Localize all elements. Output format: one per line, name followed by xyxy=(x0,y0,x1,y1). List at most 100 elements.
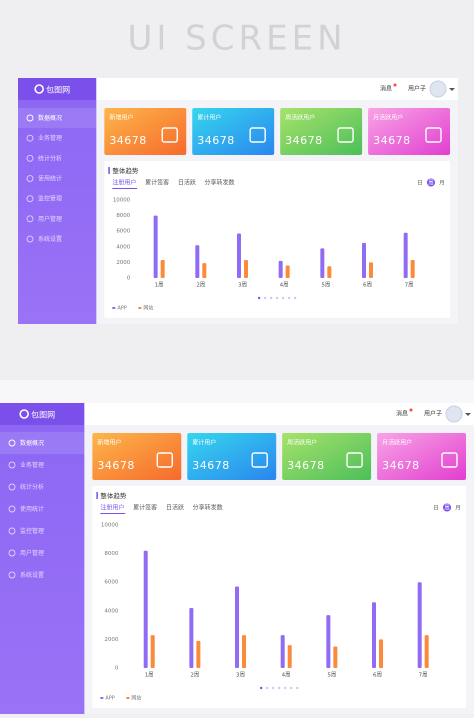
y-tick-label: 2000 xyxy=(116,260,130,266)
avatar xyxy=(429,80,447,98)
card-value: 34678 xyxy=(197,134,235,147)
pager-dot[interactable] xyxy=(275,296,279,300)
tab[interactable]: 日活跃 xyxy=(166,504,184,512)
nav-item[interactable]: 数据概况 xyxy=(38,114,62,122)
nav-icon xyxy=(8,461,16,469)
period[interactable]: 周 xyxy=(428,180,434,187)
period[interactable]: 月 xyxy=(455,505,461,512)
stat-card[interactable] xyxy=(192,108,275,155)
y-tick-label: 4000 xyxy=(116,244,130,250)
period[interactable]: 周 xyxy=(444,505,450,512)
user-name[interactable]: 用户子 xyxy=(408,85,426,93)
period[interactable]: 月 xyxy=(439,180,445,187)
logo-area xyxy=(0,403,85,425)
pager-dot[interactable] xyxy=(283,686,287,690)
period[interactable]: 日 xyxy=(417,180,423,187)
logo: 包图网 xyxy=(46,85,70,95)
bar xyxy=(285,265,290,278)
card-icon xyxy=(346,452,363,468)
page-title: UI SCREEN xyxy=(127,19,346,59)
card-value: 34678 xyxy=(287,459,325,472)
pager-dot[interactable] xyxy=(295,686,299,690)
bar xyxy=(278,260,283,278)
pager-dot[interactable] xyxy=(263,296,267,300)
stat-card[interactable] xyxy=(104,108,187,155)
logo-icon xyxy=(19,409,29,419)
card-label: 累计用户 xyxy=(192,439,216,447)
bar xyxy=(280,635,285,668)
bar xyxy=(372,602,377,668)
nav-item[interactable]: 统计分析 xyxy=(38,154,62,162)
bar xyxy=(160,260,165,278)
pager-dot[interactable] xyxy=(271,686,275,690)
stat-card[interactable] xyxy=(282,433,372,480)
card-label: 月活跃用户 xyxy=(373,114,403,122)
x-tick-label: 2周 xyxy=(190,672,199,679)
bar xyxy=(379,639,384,668)
pager-dot[interactable] xyxy=(281,296,285,300)
y-tick-label: 0 xyxy=(127,276,131,282)
nav-item[interactable]: 业务管理 xyxy=(20,461,44,469)
x-tick-label: 1周 xyxy=(145,672,154,679)
nav-icon xyxy=(26,134,34,142)
pager-dot[interactable] xyxy=(293,296,297,300)
nav-icon xyxy=(26,154,34,162)
tab[interactable]: 分享转发数 xyxy=(193,504,223,512)
message-dot xyxy=(409,408,413,412)
pager-dot[interactable] xyxy=(265,686,269,690)
message[interactable]: 消息 xyxy=(396,410,408,418)
card-label: 累计用户 xyxy=(197,114,221,122)
stat-card[interactable] xyxy=(368,108,450,155)
x-tick-label: 4周 xyxy=(280,282,289,289)
nav-item[interactable]: 使用统计 xyxy=(20,505,44,513)
nav-item[interactable]: 业务管理 xyxy=(38,134,62,142)
message[interactable]: 消息 xyxy=(380,85,392,93)
avatar xyxy=(445,405,463,423)
pager-dot[interactable] xyxy=(289,686,293,690)
stat-card[interactable] xyxy=(280,108,363,155)
nav-item[interactable]: 监控管理 xyxy=(20,527,44,535)
pager-dot[interactable] xyxy=(259,686,263,690)
y-tick-label: 8000 xyxy=(116,213,130,219)
legend-swatch xyxy=(138,307,142,309)
tab[interactable]: 注册用户 xyxy=(112,179,136,187)
card-value: 34678 xyxy=(192,459,230,472)
bar xyxy=(361,242,366,278)
tab[interactable]: 累计签客 xyxy=(145,179,169,187)
pager-dot[interactable] xyxy=(269,296,273,300)
nav-item[interactable]: 统计分析 xyxy=(20,483,44,491)
tab[interactable]: 日活跃 xyxy=(178,179,196,187)
panel-title: 整体趋势 xyxy=(112,166,139,175)
stat-card[interactable] xyxy=(92,433,182,480)
y-tick-label: 6000 xyxy=(104,580,118,586)
y-tick-label: 4000 xyxy=(104,608,118,614)
legend-label: 网站 xyxy=(143,305,153,312)
nav-item[interactable]: 用户管理 xyxy=(20,549,44,557)
card-value: 34678 xyxy=(373,134,411,147)
y-tick-label: 10000 xyxy=(113,198,131,204)
sidebar xyxy=(18,78,97,324)
tab[interactable]: 累计签客 xyxy=(133,504,157,512)
pager-dot[interactable] xyxy=(277,686,281,690)
nav-item[interactable]: 使用统计 xyxy=(38,175,62,183)
stat-card[interactable] xyxy=(187,433,277,480)
nav-item[interactable]: 数据概况 xyxy=(20,439,44,447)
nav-item[interactable]: 监控管理 xyxy=(38,195,62,203)
stat-card[interactable] xyxy=(377,433,466,480)
x-tick-label: 7周 xyxy=(405,282,414,289)
panel-title: 整体趋势 xyxy=(100,491,127,500)
nav-item[interactable]: 系统设置 xyxy=(38,235,62,243)
nav-item[interactable]: 系统设置 xyxy=(20,571,44,579)
y-tick-label: 10000 xyxy=(101,523,119,529)
nav-icon xyxy=(8,527,16,535)
bar xyxy=(235,586,240,668)
pager-dot[interactable] xyxy=(287,296,291,300)
nav-item[interactable]: 用户管理 xyxy=(38,215,62,223)
period[interactable]: 日 xyxy=(433,505,439,512)
pager-dot[interactable] xyxy=(257,296,261,300)
tab[interactable]: 分享转发数 xyxy=(205,179,235,187)
tab[interactable]: 注册用户 xyxy=(100,504,124,512)
dropdown xyxy=(449,88,455,91)
user-name[interactable]: 用户子 xyxy=(424,410,442,418)
